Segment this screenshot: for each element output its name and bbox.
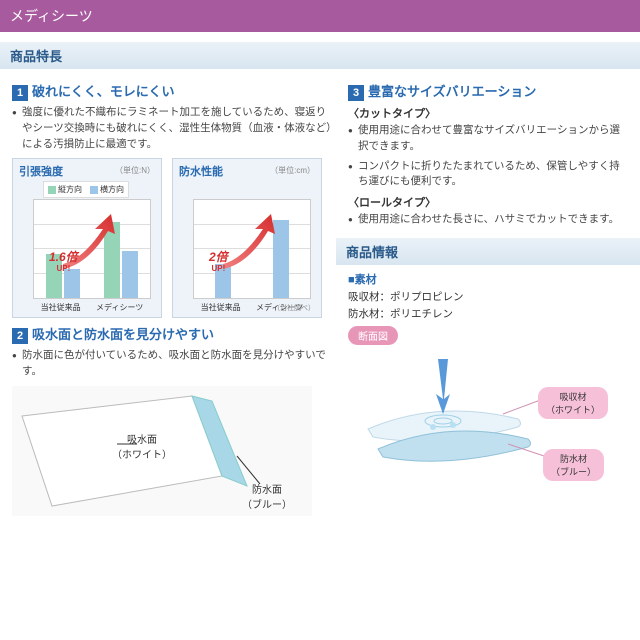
product-info-section: 商品情報 ■素材 吸収材：ポリプロピレン 防水材：ポリエチレン 断面図 吸収材 … [348, 238, 628, 500]
chart-unit: （単位:cm） [270, 165, 315, 176]
roll-type-items: 使用用途に合わせた長さに、ハサミでカットできます。 [348, 212, 628, 228]
feature3-title: 3 豊富なサイズバリエーション [348, 81, 628, 101]
list-item: 使用用途に合わせた長さに、ハサミでカットできます。 [348, 212, 628, 228]
feature3-title-text: 豊富なサイズバリエーション [368, 84, 536, 99]
list-item: 使用用途に合わせて豊富なサイズバリエーションから選択できます。 [348, 123, 628, 155]
cross-section-label: 断面図 [348, 326, 398, 345]
section-features-title: 商品特長 [0, 42, 640, 69]
chart-legend: 縦方向横方向 [43, 181, 129, 198]
column-right: 3 豊富なサイズバリエーション 〈カットタイプ〉 使用用途に合わせて豊富なサイズバ… [348, 75, 628, 516]
callout-waterproof: 防水材 （ブルー） [543, 449, 604, 481]
callout-absorb: 吸収材 （ホワイト） [538, 387, 608, 419]
chart-bar [122, 251, 138, 298]
chart-tensile: 引張強度 （単位:N） 縦方向横方向当社従来品メディシーツ 1.6倍UP! [12, 158, 162, 318]
material-head: ■素材 [348, 271, 628, 287]
roll-type-head: 〈ロールタイプ〉 [348, 194, 628, 210]
feature2-desc: 防水面に色が付いているため、吸水面と防水面を見分けやすいです。 [12, 348, 332, 380]
chart-title: 防水性能 [179, 163, 223, 179]
label-waterproof-side: 防水面 （ブルー） [242, 481, 292, 511]
cut-type-items: 使用用途に合わせて豊富なサイズバリエーションから選択できます。コンパクトに折りた… [348, 123, 628, 190]
chart-title: 引張強度 [19, 163, 63, 179]
cross-section-diagram: 吸収材 （ホワイト） 防水材 （ブルー） [348, 349, 608, 499]
column-left: 1 破れにくく、モレにくい 強度に優れた不織布にラミネート加工を施しているため、寝… [12, 75, 332, 516]
feature3-num: 3 [348, 85, 364, 101]
feature2-title-text: 吸水面と防水面を見分けやすい [32, 327, 214, 342]
chart-waterproof: 防水性能（単位:cm）当社従来品メディシーツ2倍UP!（当社調べ） [172, 158, 322, 318]
feature2-title: 2 吸水面と防水面を見分けやすい [12, 324, 332, 344]
material-line1: 吸収材：ポリプロピレン [348, 289, 628, 306]
content-area: 1 破れにくく、モレにくい 強度に優れた不織布にラミネート加工を施しているため、寝… [0, 75, 640, 516]
chart-unit: （単位:N） [115, 165, 155, 176]
material-line2: 防水材：ポリエチレン [348, 306, 628, 323]
feature2-num: 2 [12, 328, 28, 344]
feature1-title-text: 破れにくく、モレにくい [32, 84, 174, 99]
feature1-title: 1 破れにくく、モレにくい [12, 81, 332, 101]
list-item: コンパクトに折りたたまれているため、保管しやすく持ち運びにも便利です。 [348, 159, 628, 191]
section-info-title: 商品情報 [336, 238, 640, 265]
chart-xaxis: 当社従来品メディシーツ [33, 302, 151, 313]
feature1-num: 1 [12, 85, 28, 101]
up-badge: 1.6倍UP! [49, 251, 78, 274]
cut-type-head: 〈カットタイプ〉 [348, 105, 628, 121]
feature1-desc: 強度に優れた不織布にラミネート加工を施しているため、寝返りやシーツ交換時にも破れ… [12, 105, 332, 152]
page-header: メディシーツ [0, 0, 640, 32]
charts-row: 引張強度 （単位:N） 縦方向横方向当社従来品メディシーツ 1.6倍UP! 防水性能 （… [12, 158, 332, 318]
up-badge: 2倍UP! [209, 251, 228, 274]
sheet-diagram: 吸水面 （ホワイト） 防水面 （ブルー） [12, 386, 312, 516]
page-title: メディシーツ [10, 8, 93, 24]
label-absorb-side: 吸水面 （ホワイト） [112, 431, 172, 461]
chart-footnote: （当社調べ） [273, 303, 315, 313]
